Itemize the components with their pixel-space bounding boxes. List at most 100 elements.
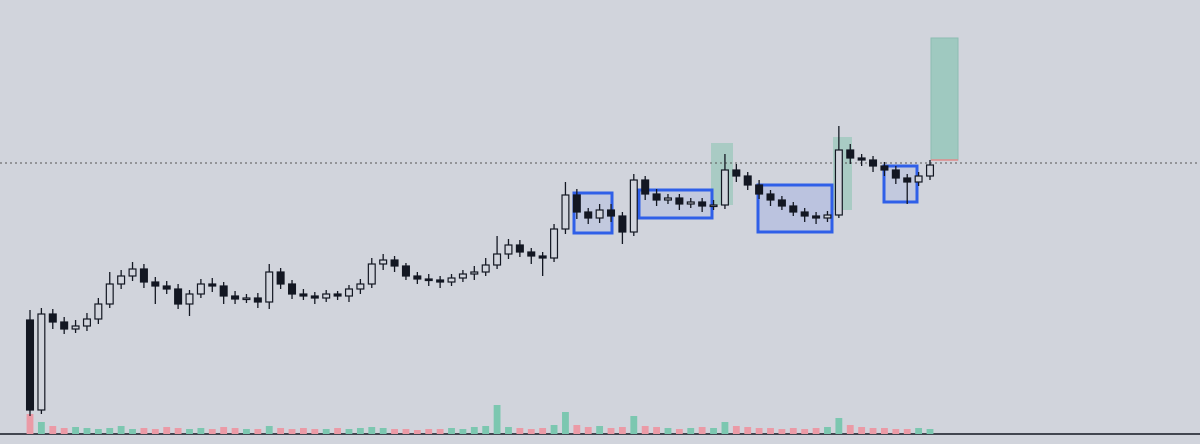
candle-body bbox=[310, 295, 319, 299]
volume-bar bbox=[527, 429, 535, 434]
candle-body bbox=[720, 169, 729, 206]
candle-body bbox=[675, 197, 684, 205]
candle-body bbox=[538, 255, 547, 259]
candle-body bbox=[629, 179, 638, 233]
candle-body bbox=[413, 275, 422, 280]
candle-body bbox=[834, 149, 843, 216]
volume-bar bbox=[208, 429, 216, 434]
candle-body bbox=[424, 278, 433, 282]
volume-bar bbox=[641, 426, 649, 434]
volume-bar bbox=[425, 429, 433, 434]
volume-bar bbox=[83, 428, 91, 434]
volume-bar bbox=[562, 412, 569, 434]
volume-bar bbox=[505, 427, 512, 434]
candle-body bbox=[174, 288, 183, 305]
candle-body bbox=[48, 313, 57, 323]
volume-bar bbox=[311, 429, 319, 434]
volume-bar bbox=[151, 429, 159, 434]
volume-bar bbox=[755, 428, 763, 434]
volume-bar bbox=[174, 428, 182, 434]
candle-body bbox=[231, 295, 240, 300]
target-zone bbox=[930, 37, 959, 161]
candle-body bbox=[299, 293, 308, 297]
volume-bar bbox=[618, 427, 626, 434]
candle-body bbox=[652, 193, 661, 201]
candle-body bbox=[265, 271, 274, 303]
candle-body bbox=[139, 268, 148, 283]
candle-body bbox=[515, 244, 524, 253]
candle-body bbox=[504, 244, 513, 255]
candle-body bbox=[219, 285, 228, 297]
volume-bar bbox=[197, 428, 205, 434]
candle-body bbox=[925, 164, 935, 177]
candle-body bbox=[25, 319, 35, 411]
candle-body bbox=[641, 179, 650, 195]
candle-body bbox=[823, 214, 832, 219]
candle-body bbox=[71, 325, 80, 330]
candle-body bbox=[253, 297, 262, 303]
candle-body bbox=[105, 283, 114, 305]
volume-bar bbox=[163, 427, 171, 434]
candle-body bbox=[288, 283, 297, 295]
volume-bar bbox=[288, 429, 296, 434]
candle-body bbox=[903, 177, 912, 183]
volume-bar bbox=[413, 430, 421, 434]
candle-body bbox=[481, 264, 490, 273]
volume-bar bbox=[243, 429, 250, 434]
candle-body bbox=[800, 211, 809, 217]
volume-bar bbox=[687, 428, 695, 434]
candle-body bbox=[367, 263, 376, 285]
candle-body bbox=[379, 259, 388, 265]
candle-body bbox=[857, 157, 866, 161]
candle-body bbox=[276, 271, 285, 285]
volume-bar bbox=[516, 428, 524, 434]
candle-body bbox=[561, 194, 570, 230]
volume-bar bbox=[835, 418, 843, 434]
candle-body bbox=[572, 194, 581, 213]
volume-bar bbox=[345, 429, 353, 434]
volume-bar bbox=[356, 428, 364, 434]
candle-body bbox=[151, 281, 160, 287]
candle-body bbox=[595, 209, 604, 219]
volume-bar bbox=[186, 429, 193, 434]
range-box bbox=[882, 164, 919, 204]
volume-bar bbox=[448, 428, 455, 434]
candle-body bbox=[60, 321, 69, 330]
volume-bar bbox=[117, 426, 125, 434]
candle-body bbox=[789, 205, 798, 213]
candle-body bbox=[458, 273, 467, 279]
volume-bar bbox=[778, 429, 786, 434]
candle-body bbox=[755, 184, 764, 195]
candle-body bbox=[550, 228, 559, 259]
candle-body bbox=[94, 303, 103, 320]
volume-bar bbox=[675, 429, 683, 434]
candle-body bbox=[891, 169, 900, 179]
volume-bar bbox=[254, 429, 262, 434]
candle-body bbox=[162, 285, 171, 290]
volume-bar bbox=[915, 428, 923, 434]
volume-bar bbox=[368, 427, 376, 434]
volume-bar bbox=[732, 426, 740, 434]
candle-body bbox=[914, 175, 923, 183]
volume-bar bbox=[459, 429, 467, 434]
volume-bar bbox=[903, 429, 911, 434]
volume-bar bbox=[539, 428, 547, 434]
volume-bar bbox=[391, 429, 398, 434]
candle-body bbox=[686, 201, 695, 205]
candle-body bbox=[128, 268, 137, 277]
volume-bar bbox=[265, 426, 273, 434]
volume-bar bbox=[892, 429, 900, 434]
volume-bar bbox=[812, 428, 820, 434]
candle-body bbox=[470, 271, 479, 275]
candle-body bbox=[869, 159, 878, 167]
candle-body bbox=[743, 175, 752, 186]
volume-bar bbox=[220, 427, 228, 434]
candle-body bbox=[447, 277, 456, 283]
volume-bar bbox=[106, 428, 114, 434]
volume-bar bbox=[436, 429, 444, 434]
candle-body bbox=[777, 199, 786, 207]
candle-body bbox=[322, 293, 331, 299]
volume-bar bbox=[584, 427, 592, 434]
candle-body bbox=[242, 297, 251, 301]
candle-body bbox=[709, 204, 718, 208]
